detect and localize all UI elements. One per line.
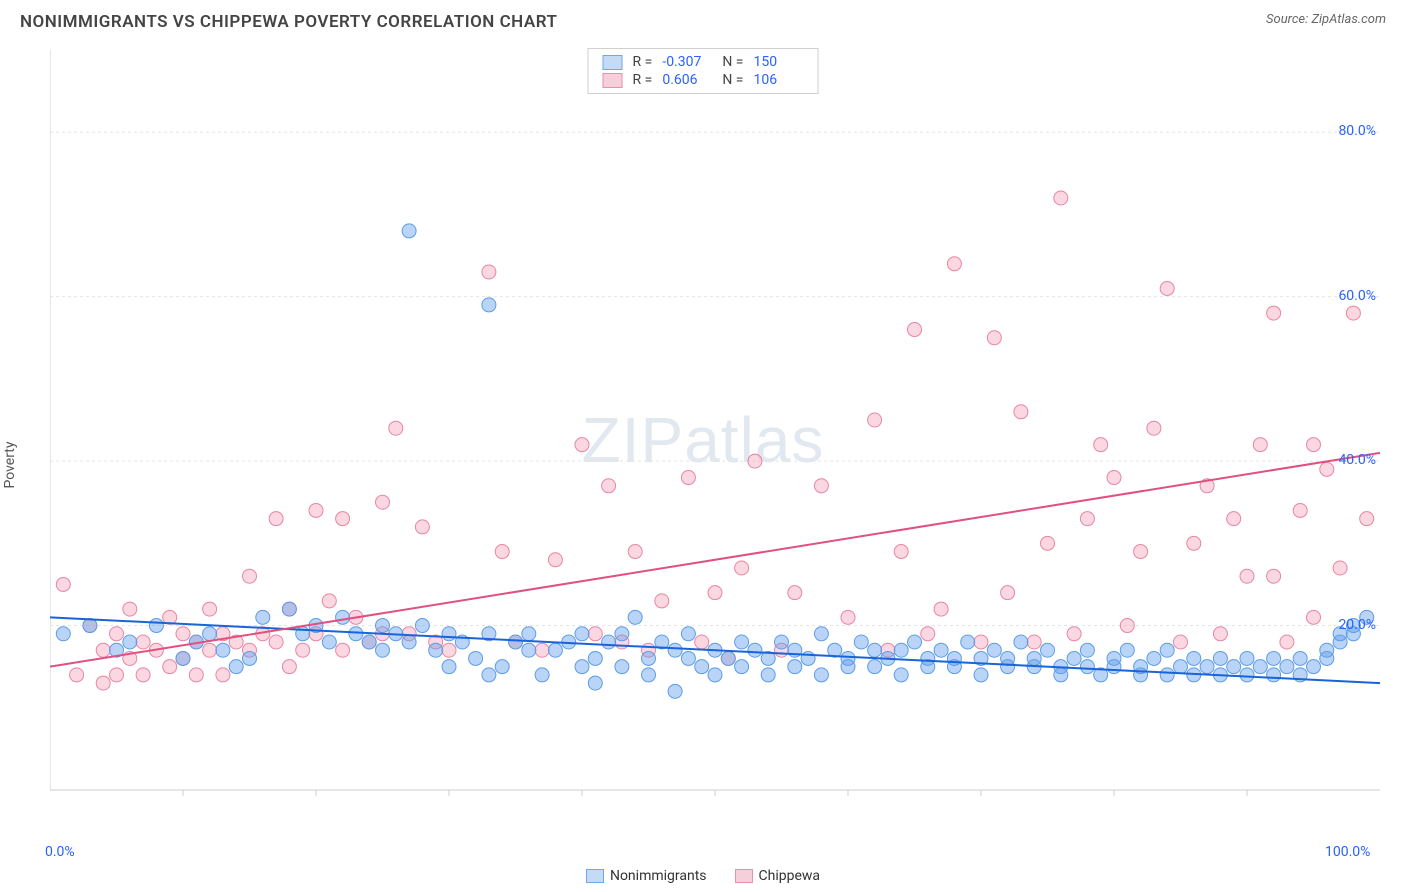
- legend-row-chippewa: R = 0.606 N = 106: [603, 72, 804, 88]
- n-value-nonimmigrants: 150: [753, 54, 803, 70]
- y-tick-label: 40.0%: [1338, 452, 1376, 468]
- legend-label: Nonimmigrants: [610, 868, 707, 884]
- y-tick-label: 20.0%: [1338, 617, 1376, 633]
- x-tick-label: 0.0%: [45, 844, 75, 860]
- legend-label: Chippewa: [759, 868, 821, 884]
- legend-swatch-icon: [603, 73, 623, 88]
- legend-item-chippewa: Chippewa: [735, 868, 821, 884]
- legend-item-nonimmigrants: Nonimmigrants: [586, 868, 707, 884]
- r-label: R =: [633, 72, 653, 88]
- x-tick-label: 100.0%: [1325, 844, 1370, 860]
- y-axis-label: Poverty: [2, 441, 18, 488]
- legend-swatch-icon: [603, 55, 623, 70]
- source-prefix: Source:: [1266, 12, 1311, 27]
- legend-swatch-icon: [586, 869, 604, 883]
- source-label: Source: ZipAtlas.com: [1266, 12, 1386, 27]
- r-label: R =: [633, 54, 653, 70]
- n-value-chippewa: 106: [753, 72, 803, 88]
- y-tick-label: 80.0%: [1338, 123, 1376, 139]
- source-link[interactable]: ZipAtlas.com: [1311, 12, 1386, 27]
- r-value-nonimmigrants: -0.307: [662, 54, 712, 70]
- series-legend: Nonimmigrants Chippewa: [586, 868, 820, 884]
- scatter-chart: [50, 40, 1380, 830]
- n-label: N =: [722, 54, 743, 70]
- r-value-chippewa: 0.606: [662, 72, 712, 88]
- n-label: N =: [722, 72, 743, 88]
- y-tick-label: 60.0%: [1338, 288, 1376, 304]
- chart-title: NONIMMIGRANTS VS CHIPPEWA POVERTY CORREL…: [20, 12, 557, 32]
- legend-row-nonimmigrants: R = -0.307 N = 150: [603, 54, 804, 70]
- chart-container: Poverty ZIPatlas 20.0% 40.0% 60.0% 80.0%…: [0, 40, 1406, 890]
- legend-swatch-icon: [735, 869, 753, 883]
- correlation-legend: R = -0.307 N = 150 R = 0.606 N = 106: [588, 48, 819, 94]
